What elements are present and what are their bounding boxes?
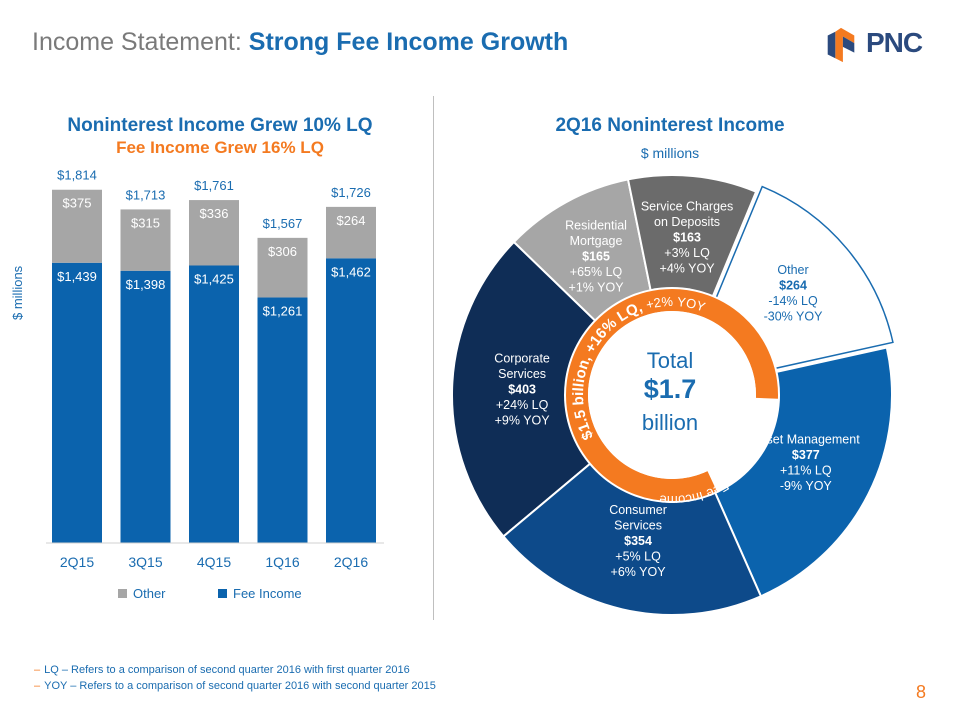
donut-label-name-asset-management-0: Asset Management bbox=[752, 432, 860, 446]
donut-label-value-other: $264 bbox=[779, 279, 807, 293]
title-plain: Income Statement: bbox=[32, 28, 242, 56]
footnote-lq: – LQ – Refers to a comparison of second q… bbox=[34, 664, 410, 676]
bar-other-3Q15 bbox=[120, 209, 171, 271]
donut-label-name-consumer-services-0: Consumer bbox=[609, 503, 667, 517]
fee-income-ring bbox=[566, 289, 778, 501]
x-tick-2Q15: 2Q15 bbox=[60, 554, 94, 570]
bar-total-4Q15: $1,761 bbox=[194, 178, 234, 193]
bar-label-other-1Q16: $306 bbox=[268, 244, 297, 259]
legend-swatch-other bbox=[118, 589, 127, 598]
bar-chart-title: Noninterest Income Grew 10% LQ bbox=[67, 115, 373, 136]
donut-slice-consumer-services bbox=[502, 393, 763, 616]
bar-fee-4Q15 bbox=[189, 265, 239, 543]
donut-label-name-residential-mortgage-0: Residential bbox=[565, 218, 627, 232]
bar-fee-1Q16 bbox=[257, 297, 308, 543]
donut-label-lq-corporate-services: +24% LQ bbox=[496, 398, 549, 412]
bar-label-other-2Q15: $375 bbox=[63, 196, 92, 211]
donut-label-name-service-charges-on-deposits-0: Service Charges bbox=[641, 200, 733, 214]
bar-label-other-4Q15: $336 bbox=[200, 206, 229, 221]
donut-label-yoy-asset-management: -9% YOY bbox=[780, 479, 833, 493]
donut-label-lq-consumer-services: +5% LQ bbox=[615, 550, 661, 564]
legend-label-fee-income: Fee Income bbox=[233, 586, 302, 601]
pie-chart-title: 2Q16 Noninterest Income bbox=[555, 115, 785, 136]
bar-fee-2Q15 bbox=[52, 262, 102, 543]
ring-text-yoy: +2% YOY bbox=[644, 294, 707, 315]
donut-center-line2: $1.7 bbox=[643, 374, 697, 404]
bar-total-3Q15: $1,713 bbox=[126, 187, 166, 202]
donut-label-value-consumer-services: $354 bbox=[624, 534, 652, 548]
bar-chart-subtitle: Fee Income Grew 16% LQ bbox=[116, 138, 324, 157]
donut-label-value-residential-mortgage: $165 bbox=[582, 249, 610, 263]
donut-label-value-asset-management: $377 bbox=[792, 448, 820, 462]
bar-label-other-3Q15: $315 bbox=[131, 215, 160, 230]
donut-label-value-service-charges-on-deposits: $163 bbox=[673, 231, 701, 245]
bar-total-2Q15: $1,814 bbox=[57, 168, 97, 183]
legend-label-other: Other bbox=[133, 586, 166, 601]
bar-total-2Q16: $1,726 bbox=[331, 185, 371, 200]
donut-label-yoy-residential-mortgage: +1% YOY bbox=[569, 280, 625, 294]
donut-label-lq-asset-management: +11% LQ bbox=[780, 463, 832, 477]
bar-label-fee-1Q16: $1,261 bbox=[263, 303, 303, 318]
bar-label-fee-4Q15: $1,425 bbox=[194, 272, 234, 287]
donut-slice-service-charges-on-deposits bbox=[626, 174, 758, 399]
bar-fee-3Q15 bbox=[120, 270, 171, 543]
donut-label-name-residential-mortgage-1: Mortgage bbox=[570, 234, 623, 248]
donut-label-yoy-service-charges-on-deposits: +4% YOY bbox=[660, 262, 716, 276]
donut-slice-corporate-services bbox=[451, 240, 674, 538]
donut-label-yoy-other: -30% YOY bbox=[764, 310, 823, 324]
footnote-yoy-text: YOY – Refers to a comparison of second q… bbox=[44, 680, 436, 692]
title-strong: Strong Fee Income Growth bbox=[248, 28, 569, 56]
legend-item-fee-income: Fee Income bbox=[218, 586, 302, 601]
bar-other-2Q15 bbox=[52, 189, 102, 263]
bar-label-fee-2Q16: $1,462 bbox=[331, 264, 371, 279]
x-tick-2Q16: 2Q16 bbox=[334, 554, 368, 570]
donut-label-lq-other: -14% LQ bbox=[768, 294, 818, 308]
bar-fee-2Q16 bbox=[326, 258, 376, 543]
donut-label-name-other-0: Other bbox=[777, 263, 808, 277]
x-tick-4Q15: 4Q15 bbox=[197, 554, 231, 570]
bar-other-2Q16 bbox=[326, 206, 376, 259]
section-divider bbox=[433, 96, 434, 620]
x-tick-3Q15: 3Q15 bbox=[128, 554, 162, 570]
legend-item-other: Other bbox=[118, 586, 166, 601]
footnote-yoy: – YOY – Refers to a comparison of second … bbox=[34, 680, 436, 692]
bar-other-4Q15 bbox=[189, 200, 239, 266]
donut-label-name-consumer-services-1: Services bbox=[614, 519, 662, 533]
page-number: 8 bbox=[916, 682, 927, 702]
donut-center-line1: Total bbox=[646, 348, 694, 373]
donut-label-name-service-charges-on-deposits-1: on Deposits bbox=[654, 215, 720, 229]
bar-other-1Q16 bbox=[257, 237, 308, 298]
pie-chart-subtitle: $ millions bbox=[640, 145, 700, 161]
slide-title: Income Statement: Strong Fee Income Grow… bbox=[32, 28, 568, 57]
donut-hole bbox=[588, 311, 756, 479]
bar-label-fee-2Q15: $1,439 bbox=[57, 269, 97, 284]
donut-label-lq-residential-mortgage: +65% LQ bbox=[570, 265, 623, 279]
footnote-lq-text: LQ – Refers to a comparison of second qu… bbox=[44, 664, 410, 676]
donut-label-name-corporate-services-1: Services bbox=[498, 367, 546, 381]
bar-label-other-2Q16: $264 bbox=[337, 213, 366, 228]
logo-text: PNC bbox=[866, 27, 923, 58]
x-tick-1Q16: 1Q16 bbox=[265, 554, 299, 570]
donut-label-name-corporate-services-0: Corporate bbox=[494, 352, 550, 366]
donut-center-line3: billion bbox=[641, 410, 699, 435]
bar-total-1Q16: $1,567 bbox=[263, 216, 303, 231]
pnc-logo-icon bbox=[827, 27, 855, 63]
donut-label-value-corporate-services: $403 bbox=[508, 383, 536, 397]
donut-label-yoy-corporate-services: +9% YOY bbox=[495, 414, 551, 428]
bar-label-fee-3Q15: $1,398 bbox=[126, 277, 166, 292]
donut-label-yoy-consumer-services: +6% YOY bbox=[611, 565, 667, 579]
legend-swatch-fee-income bbox=[218, 589, 227, 598]
donut-label-lq-service-charges-on-deposits: +3% LQ bbox=[664, 246, 710, 260]
